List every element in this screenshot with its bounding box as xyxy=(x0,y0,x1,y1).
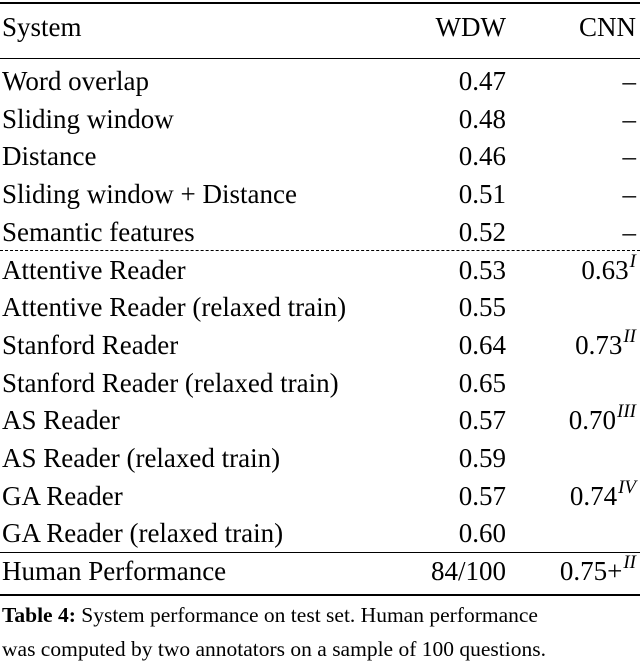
human-wdw: 84/100 xyxy=(430,556,506,586)
row-cnn-value: 0.73 xyxy=(575,329,623,360)
row-wdw: 0.52 xyxy=(458,216,506,247)
row-cnn: – xyxy=(623,62,637,100)
row-cnn-value: – xyxy=(622,103,637,134)
row-wdw: 0.55 xyxy=(458,292,506,323)
row-cnn: 0.70III xyxy=(569,401,636,443)
table-row: Word overlap 0.47 – xyxy=(0,62,640,100)
row-system: Attentive Reader (relaxed train) xyxy=(2,292,347,323)
row-cnn-value: – xyxy=(622,66,637,96)
row-cnn: – xyxy=(623,213,637,251)
row-wdw: 0.57 xyxy=(458,480,506,511)
top-rule xyxy=(0,2,640,4)
row-cnn-value: – xyxy=(622,179,637,210)
header-wdw: WDW xyxy=(435,12,506,42)
table-row: Distance 0.46 – xyxy=(0,137,640,175)
row-cnn-value: 0.70 xyxy=(568,405,617,436)
row-system: Stanford Reader (relaxed train) xyxy=(2,367,339,398)
row-system: Attentive Reader xyxy=(2,254,186,285)
row-cnn-superscript: III xyxy=(617,401,636,423)
row-cnn-superscript: I xyxy=(629,250,636,272)
row-cnn-superscript: II xyxy=(623,325,636,347)
row-cnn-value: 0.63 xyxy=(581,254,629,285)
row-cnn: 0.63I xyxy=(581,251,636,293)
table-row: GA Reader (relaxed train) 0.60 xyxy=(0,514,640,552)
row-system: Semantic features xyxy=(2,216,195,247)
table-row: Sliding window + Distance 0.51 – xyxy=(0,175,640,213)
table-row: Stanford Reader 0.64 0.73II xyxy=(0,326,640,364)
row-system: GA Reader xyxy=(2,480,123,511)
table-row: Attentive Reader (relaxed train) 0.55 xyxy=(0,288,640,326)
end-rule xyxy=(0,594,640,596)
table-row: AS Reader 0.57 0.70III xyxy=(0,401,640,439)
caption-line-2: was computed by two annotators on a samp… xyxy=(2,637,546,661)
table-row: Semantic features 0.52 – xyxy=(0,213,640,251)
row-system: Word overlap xyxy=(2,66,150,96)
row-cnn-value: 0.74 xyxy=(569,480,618,511)
header-row: System WDW CNN xyxy=(0,8,640,46)
row-cnn-value: – xyxy=(622,216,637,247)
table-caption: Table 4: System performance on test set.… xyxy=(2,598,638,666)
row-wdw: 0.48 xyxy=(458,103,506,134)
human-cnn: 0.75+II xyxy=(560,552,636,594)
row-system: Sliding window xyxy=(2,103,174,134)
caption-text-1: System performance on test set. Human pe… xyxy=(75,603,538,627)
row-system: GA Reader (relaxed train) xyxy=(2,518,284,549)
human-system: Human Performance xyxy=(2,556,227,586)
row-wdw: 0.60 xyxy=(458,518,506,549)
row-cnn-superscript: IV xyxy=(618,476,636,498)
row-cnn: – xyxy=(623,137,637,175)
row-system: Sliding window + Distance xyxy=(2,179,297,210)
caption-label: Table 4: xyxy=(2,603,76,627)
caption-line-1: Table 4: System performance on test set.… xyxy=(2,598,638,632)
row-cnn: – xyxy=(623,175,637,213)
header-cnn: CNN xyxy=(578,12,636,42)
row-cnn: 0.74IV xyxy=(570,477,636,519)
row-wdw: 0.59 xyxy=(458,443,506,473)
human-cnn-superscript: II xyxy=(623,552,636,573)
row-wdw: 0.64 xyxy=(458,329,506,360)
table-row: AS Reader (relaxed train) 0.59 xyxy=(0,439,640,477)
row-cnn: – xyxy=(623,100,637,138)
human-cnn-value: 0.75+ xyxy=(559,556,623,586)
row-system: AS Reader (relaxed train) xyxy=(2,443,281,473)
dashed-separator xyxy=(0,250,640,251)
table-row: Attentive Reader 0.53 0.63I xyxy=(0,251,640,289)
header-rule xyxy=(0,58,640,59)
row-cnn-value: – xyxy=(622,141,637,172)
table-row: GA Reader 0.57 0.74IV xyxy=(0,477,640,515)
human-rule xyxy=(0,552,640,553)
row-wdw: 0.65 xyxy=(458,367,506,398)
row-cnn: 0.73II xyxy=(575,326,636,368)
row-wdw: 0.53 xyxy=(458,254,506,285)
header-system: System xyxy=(2,12,82,42)
row-wdw: 0.46 xyxy=(458,141,506,172)
row-wdw: 0.57 xyxy=(458,405,506,436)
row-wdw: 0.47 xyxy=(458,66,506,96)
row-system: Distance xyxy=(2,141,97,172)
row-system: Stanford Reader xyxy=(2,329,179,360)
table-row: Stanford Reader (relaxed train) 0.65 xyxy=(0,364,640,402)
row-wdw: 0.51 xyxy=(458,179,506,210)
table-row: Sliding window 0.48 – xyxy=(0,100,640,138)
human-row: Human Performance 84/100 0.75+II xyxy=(0,552,640,590)
row-system: AS Reader xyxy=(2,405,120,436)
